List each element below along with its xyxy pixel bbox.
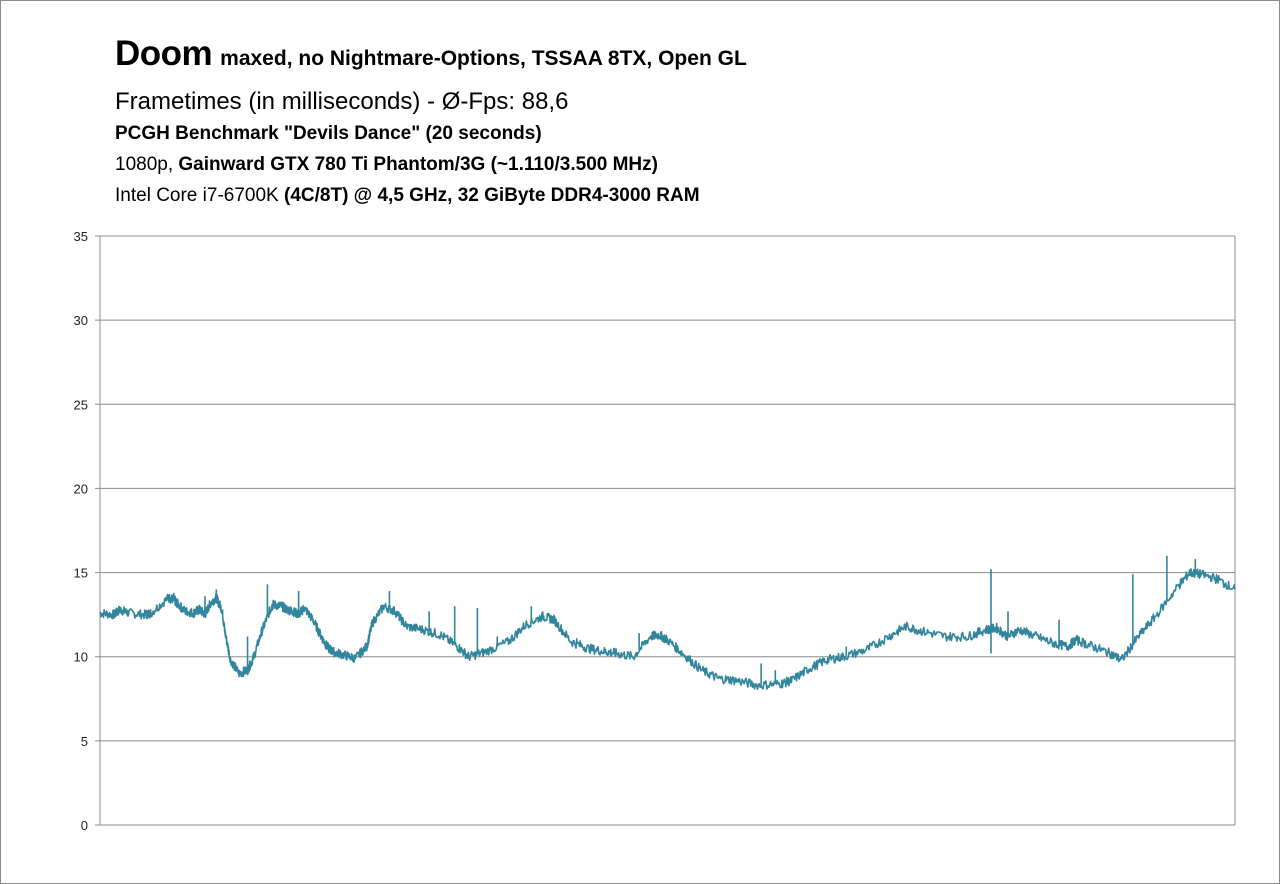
cpu-line: Intel Core i7-6700K (4C/8T) @ 4,5 GHz, 3…: [115, 185, 700, 207]
y-tick-5: 5: [81, 734, 88, 749]
cpu-text: Intel Core i7-6700K: [115, 185, 284, 206]
y-tick-labels: 0 5 10 15 20 25 30 35: [74, 229, 88, 833]
y-tick-30: 30: [74, 313, 88, 328]
frametime-series: [99, 555, 1236, 691]
y-tick-20: 20: [74, 481, 88, 496]
y-tick-35: 35: [74, 229, 88, 244]
gpu-line: 1080p, Gainward GTX 780 Ti Phantom/3G (~…: [115, 154, 658, 176]
y-tick-15: 15: [74, 566, 88, 581]
gridlines: [95, 235, 1236, 826]
gpu-text: Gainward GTX 780 Ti Phantom/3G (~1.110/3…: [178, 154, 658, 175]
y-tick-25: 25: [74, 397, 88, 412]
benchmark-line: PCGH Benchmark "Devils Dance" (20 second…: [115, 123, 542, 144]
title-settings: maxed, no Nightmare-Options, TSSAA 8TX, …: [220, 47, 747, 70]
y-tick-0: 0: [81, 818, 88, 833]
y-tick-10: 10: [74, 650, 88, 665]
title-game: Doom: [115, 34, 213, 73]
cpu-spec-text: (4C/8T) @ 4,5 GHz, 32 GiByte DDR4-3000 R…: [284, 185, 700, 206]
series-line-0: [99, 568, 1236, 691]
chart-subtitle: Frametimes (in milliseconds) - Ø-Fps: 88…: [115, 88, 569, 115]
resolution-text: 1080p,: [115, 154, 179, 175]
chart-title: Doom maxed, no Nightmare-Options, TSSAA 8…: [115, 34, 747, 74]
